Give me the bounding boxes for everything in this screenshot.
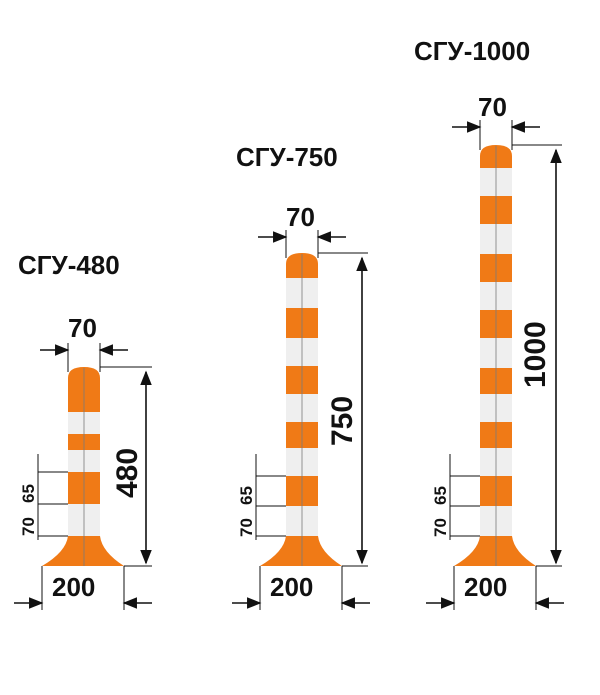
base-width-label: 200 <box>464 572 507 602</box>
stripe-dimension: 65 70 <box>237 454 286 540</box>
base-width-dimension: 200 <box>14 566 152 610</box>
top-width-label: 70 <box>68 313 97 343</box>
post-title: СГУ-480 <box>18 250 120 280</box>
post-title: СГУ-1000 <box>414 36 530 66</box>
stripe-label-a: 65 <box>431 486 450 505</box>
post-sgu-480: СГУ-480 70 480 <box>14 250 152 610</box>
stripe-dimension: 65 70 <box>431 454 480 540</box>
base-width-dimension: 200 <box>232 566 370 610</box>
post-body <box>260 253 342 566</box>
post-title: СГУ-750 <box>236 142 338 172</box>
top-width-label: 70 <box>286 202 315 232</box>
height-dimension: 1000 <box>512 144 562 567</box>
post-body <box>454 145 536 566</box>
top-width-dimension: 70 <box>452 92 540 150</box>
stripe-label-b: 70 <box>237 518 256 537</box>
stripe-label-a: 65 <box>237 486 256 505</box>
stripe-dimension: 65 70 <box>19 454 68 540</box>
post-sgu-1000: СГУ-1000 70 <box>414 36 564 610</box>
top-width-dimension: 70 <box>258 202 346 258</box>
base-width-label: 200 <box>52 572 95 602</box>
base-width-label: 200 <box>270 572 313 602</box>
height-label: 750 <box>326 396 359 446</box>
top-width-label: 70 <box>478 92 507 122</box>
height-label: 480 <box>111 448 144 498</box>
base-width-dimension: 200 <box>426 566 564 610</box>
stripe-label-a: 65 <box>19 484 38 503</box>
height-dimension: 480 <box>100 366 152 567</box>
height-dimension: 750 <box>318 252 368 567</box>
post-body <box>42 367 124 566</box>
height-label: 1000 <box>519 321 552 388</box>
stripe-label-b: 70 <box>19 517 38 536</box>
post-sgu-750: СГУ-750 70 750 <box>232 142 370 610</box>
top-width-dimension: 70 <box>40 313 128 372</box>
stripe-label-b: 70 <box>431 518 450 537</box>
